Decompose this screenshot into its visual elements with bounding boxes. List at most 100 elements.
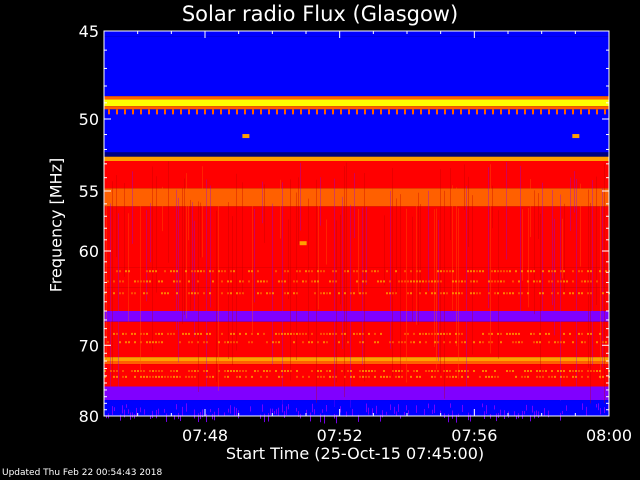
texture-streak bbox=[168, 161, 169, 263]
texture-dot bbox=[206, 341, 208, 344]
texture-dot bbox=[536, 341, 538, 344]
texture-tick bbox=[404, 109, 406, 115]
texture-dot bbox=[344, 292, 346, 295]
texture-dot bbox=[539, 280, 541, 283]
texture-dot bbox=[377, 280, 379, 283]
texture-dot bbox=[224, 370, 226, 373]
texture-speckle bbox=[176, 404, 177, 410]
texture-tick bbox=[308, 109, 310, 115]
texture-dot bbox=[563, 292, 565, 295]
x-axis-label: Start Time (25-Oct-15 07:45:00) bbox=[225, 444, 485, 463]
texture-speckle bbox=[566, 405, 567, 411]
texture-dot bbox=[353, 375, 355, 378]
texture-dot bbox=[395, 370, 397, 373]
texture-dot bbox=[107, 280, 109, 283]
texture-streak bbox=[344, 166, 345, 398]
texture-speckle bbox=[440, 410, 441, 416]
texture-dot bbox=[359, 370, 361, 373]
texture-dot bbox=[587, 270, 589, 273]
texture-tick bbox=[332, 109, 334, 115]
texture-dot bbox=[122, 370, 124, 373]
texture-tick bbox=[276, 109, 278, 115]
texture-streak bbox=[152, 166, 153, 352]
texture-tick bbox=[300, 109, 302, 115]
x-tick-label: 07:56 bbox=[451, 426, 497, 445]
texture-dot bbox=[512, 292, 514, 295]
texture-dot bbox=[311, 332, 313, 335]
texture-dot bbox=[356, 270, 358, 273]
texture-dot bbox=[425, 341, 427, 344]
texture-dot bbox=[446, 270, 448, 273]
texture-dot bbox=[497, 375, 499, 378]
texture-dot bbox=[263, 370, 265, 373]
texture-tick bbox=[196, 109, 198, 115]
texture-dot bbox=[506, 370, 508, 373]
texture-dot bbox=[473, 292, 475, 295]
texture-speckle bbox=[322, 409, 323, 413]
texture-speckle bbox=[286, 406, 287, 415]
texture-dot bbox=[197, 332, 199, 335]
texture-dot bbox=[245, 370, 247, 373]
texture-dot bbox=[320, 370, 322, 373]
texture-streak bbox=[290, 179, 291, 381]
texture-dot bbox=[587, 375, 589, 378]
texture-speckle bbox=[562, 410, 563, 415]
texture-dot bbox=[497, 332, 499, 335]
texture-dot bbox=[572, 280, 574, 283]
texture-dot bbox=[428, 280, 430, 283]
texture-dot bbox=[155, 332, 157, 335]
texture-dot bbox=[413, 341, 415, 344]
texture-dot bbox=[287, 370, 289, 373]
texture-dot bbox=[209, 375, 211, 378]
texture-dot bbox=[446, 332, 448, 335]
spectrum-band bbox=[104, 109, 609, 153]
texture-dot bbox=[599, 370, 601, 373]
texture-dot bbox=[173, 270, 175, 273]
texture-streak bbox=[156, 176, 157, 293]
texture-dot bbox=[305, 280, 307, 283]
texture-speckle bbox=[514, 411, 515, 416]
texture-dot bbox=[437, 332, 439, 335]
texture-streak bbox=[420, 204, 421, 294]
texture-speckle bbox=[366, 403, 367, 413]
texture-tick bbox=[532, 109, 534, 115]
texture-tick bbox=[340, 109, 342, 115]
texture-dot bbox=[587, 370, 589, 373]
spectrum-band bbox=[104, 106, 609, 110]
texture-dot bbox=[293, 332, 295, 335]
texture-dot bbox=[359, 332, 361, 335]
texture-tick bbox=[572, 109, 574, 115]
texture-tick bbox=[388, 109, 390, 115]
texture-speckle bbox=[186, 403, 187, 412]
texture-dot bbox=[209, 332, 211, 335]
texture-speckle bbox=[234, 406, 235, 416]
texture-dot bbox=[596, 370, 598, 373]
texture-dot bbox=[395, 270, 397, 273]
texture-speckle bbox=[560, 412, 561, 421]
texture-dot bbox=[485, 370, 487, 373]
texture-streak bbox=[206, 179, 207, 389]
spectrum-texture bbox=[104, 109, 610, 424]
texture-streak bbox=[262, 181, 263, 224]
texture-dot bbox=[170, 370, 172, 373]
texture-streak bbox=[112, 181, 113, 376]
texture-streak bbox=[488, 167, 489, 309]
texture-dot bbox=[443, 332, 445, 335]
texture-dot bbox=[455, 280, 457, 283]
texture-speckle bbox=[124, 409, 125, 418]
texture-dot bbox=[527, 375, 529, 378]
texture-speckle bbox=[306, 409, 307, 415]
texture-dot bbox=[194, 292, 196, 295]
texture-dot bbox=[188, 370, 190, 373]
texture-dot bbox=[509, 370, 511, 373]
texture-streak bbox=[590, 202, 591, 404]
texture-dot bbox=[314, 280, 316, 283]
texture-dot bbox=[575, 370, 577, 373]
texture-dot bbox=[176, 280, 178, 283]
plot-frame bbox=[103, 30, 610, 417]
texture-dot bbox=[284, 370, 286, 373]
texture-dot bbox=[482, 341, 484, 344]
texture-streak bbox=[564, 203, 565, 295]
texture-dot bbox=[602, 292, 604, 295]
texture-dot bbox=[293, 292, 295, 295]
